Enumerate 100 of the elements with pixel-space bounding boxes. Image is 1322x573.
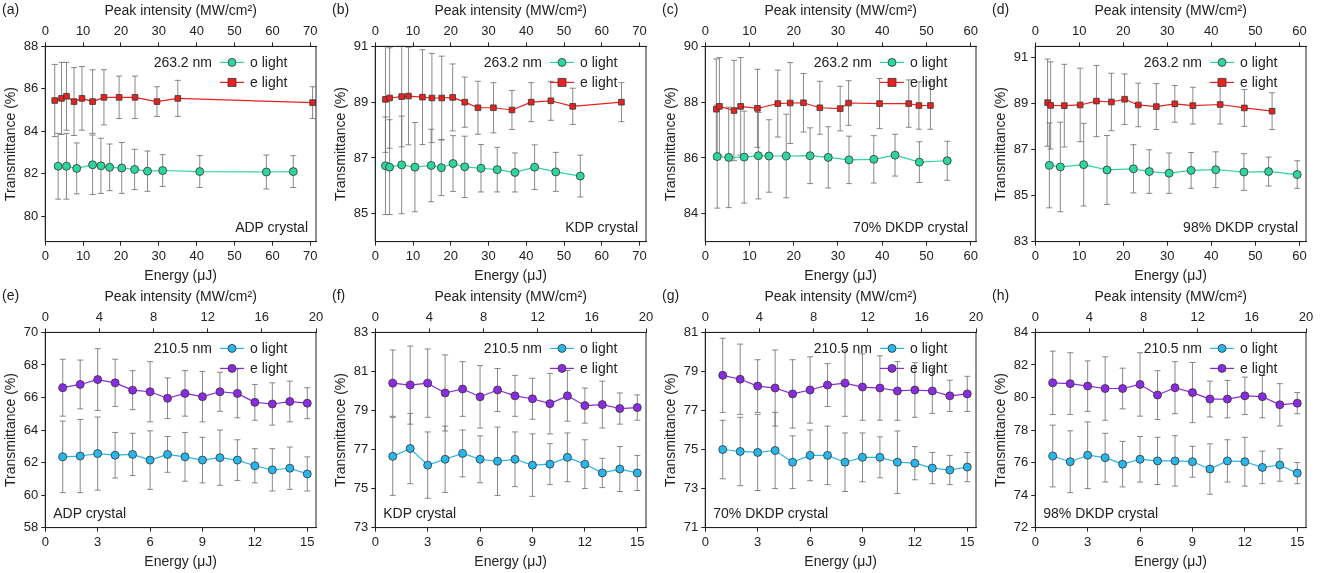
point	[233, 455, 242, 465]
x-tick-label: 6	[806, 533, 814, 549]
point	[1205, 464, 1215, 474]
point	[250, 461, 260, 471]
point	[1211, 165, 1221, 175]
x2-tick-label: 8	[1139, 309, 1148, 325]
x2-tick-label: 30	[481, 23, 496, 39]
point	[1171, 100, 1179, 108]
x2-tick-label: 12	[1190, 309, 1205, 325]
point	[914, 157, 924, 167]
point	[285, 397, 295, 406]
point	[198, 392, 207, 402]
legend-label: e light	[1240, 360, 1278, 377]
point	[385, 162, 395, 172]
text: (a)	[2, 1, 20, 17]
x-tick-label: 20	[786, 247, 801, 263]
x-tick-label: 3	[1084, 533, 1092, 549]
point	[63, 93, 70, 100]
text: (h)	[992, 287, 1010, 303]
point	[163, 393, 172, 403]
y-tick-label: 62	[23, 454, 39, 470]
point	[858, 452, 867, 462]
x2-tick-label: 50	[1248, 23, 1263, 39]
point	[53, 161, 63, 171]
y-axis-title: Transmittance (%)	[332, 373, 349, 487]
x2-tick-label: 12	[200, 309, 215, 325]
y-tick-label: 66	[23, 389, 39, 405]
point	[927, 386, 937, 396]
point	[597, 400, 607, 410]
x2-tick-label: 30	[830, 23, 846, 39]
y-tick-label: 71	[683, 519, 699, 535]
point	[267, 399, 277, 409]
x-tick-label: 10	[742, 247, 757, 263]
point	[1257, 463, 1267, 472]
annotation: 263.2 nm	[153, 54, 212, 71]
point	[128, 385, 137, 395]
x-tick-label: 40	[519, 247, 534, 263]
point	[493, 385, 502, 395]
legend-label: e light	[580, 360, 618, 377]
x-axis-title: Energy (μJ)	[144, 553, 217, 570]
y-tick-label: 79	[353, 402, 369, 418]
x2-tick-label: 70	[303, 23, 318, 39]
x-tick-label: 30	[151, 247, 167, 263]
x-tick-label: 15	[1290, 533, 1305, 549]
annotation: 98% DKDP crystal	[1183, 218, 1298, 235]
text: (f)	[332, 287, 346, 303]
point	[718, 445, 728, 454]
point	[180, 452, 190, 462]
x2-tick-label: 20	[968, 309, 984, 325]
point	[1065, 379, 1075, 389]
point	[1083, 381, 1093, 391]
point	[96, 161, 106, 171]
point	[1135, 380, 1145, 389]
point	[163, 450, 172, 459]
point	[753, 151, 763, 161]
point	[927, 102, 934, 109]
x2-tick-label: 8	[809, 309, 818, 325]
x2-tick-label: 10	[1072, 23, 1087, 39]
legend-label: o light	[250, 340, 288, 357]
point	[174, 95, 182, 102]
point	[145, 387, 155, 397]
x-tick-label: 40	[1204, 247, 1219, 263]
legend-label: o light	[580, 340, 618, 357]
annotation: 98% DKDP crystal	[1043, 504, 1159, 521]
point	[93, 375, 103, 384]
legend-label: e light	[250, 74, 288, 91]
annotation: KDP crystal	[383, 504, 457, 521]
y-tick-label: 76	[1013, 454, 1029, 470]
x2-axis-title: Peak intensity (MW/cm²)	[764, 288, 917, 305]
point	[405, 444, 415, 453]
point	[93, 449, 103, 458]
x-tick-label: 30	[481, 247, 496, 263]
x-tick-label: 12	[1237, 533, 1253, 549]
point	[428, 94, 436, 102]
x2-tick-label: 30	[1160, 23, 1175, 39]
point	[1048, 451, 1058, 461]
point	[1048, 378, 1058, 388]
point	[1121, 95, 1128, 103]
point	[153, 98, 161, 105]
y-tick-label: 84	[1013, 323, 1029, 339]
point	[753, 381, 763, 391]
point	[893, 386, 902, 396]
point	[945, 465, 955, 475]
point	[460, 162, 470, 172]
text: (b)	[332, 1, 350, 17]
point	[712, 152, 722, 161]
annotation: 263.2 nm	[1143, 54, 1202, 71]
text: (e)	[2, 287, 20, 303]
point	[840, 457, 850, 467]
point	[143, 166, 152, 176]
point	[75, 451, 85, 461]
point	[1241, 104, 1248, 112]
y-tick-label: 85	[353, 205, 369, 221]
point	[597, 468, 607, 478]
x2-tick-label: 20	[443, 23, 459, 39]
point	[130, 165, 140, 174]
legend-label: e light	[910, 360, 948, 377]
point	[823, 152, 833, 162]
x2-tick-label: 0	[41, 309, 49, 325]
x2-tick-label: 40	[519, 23, 534, 39]
